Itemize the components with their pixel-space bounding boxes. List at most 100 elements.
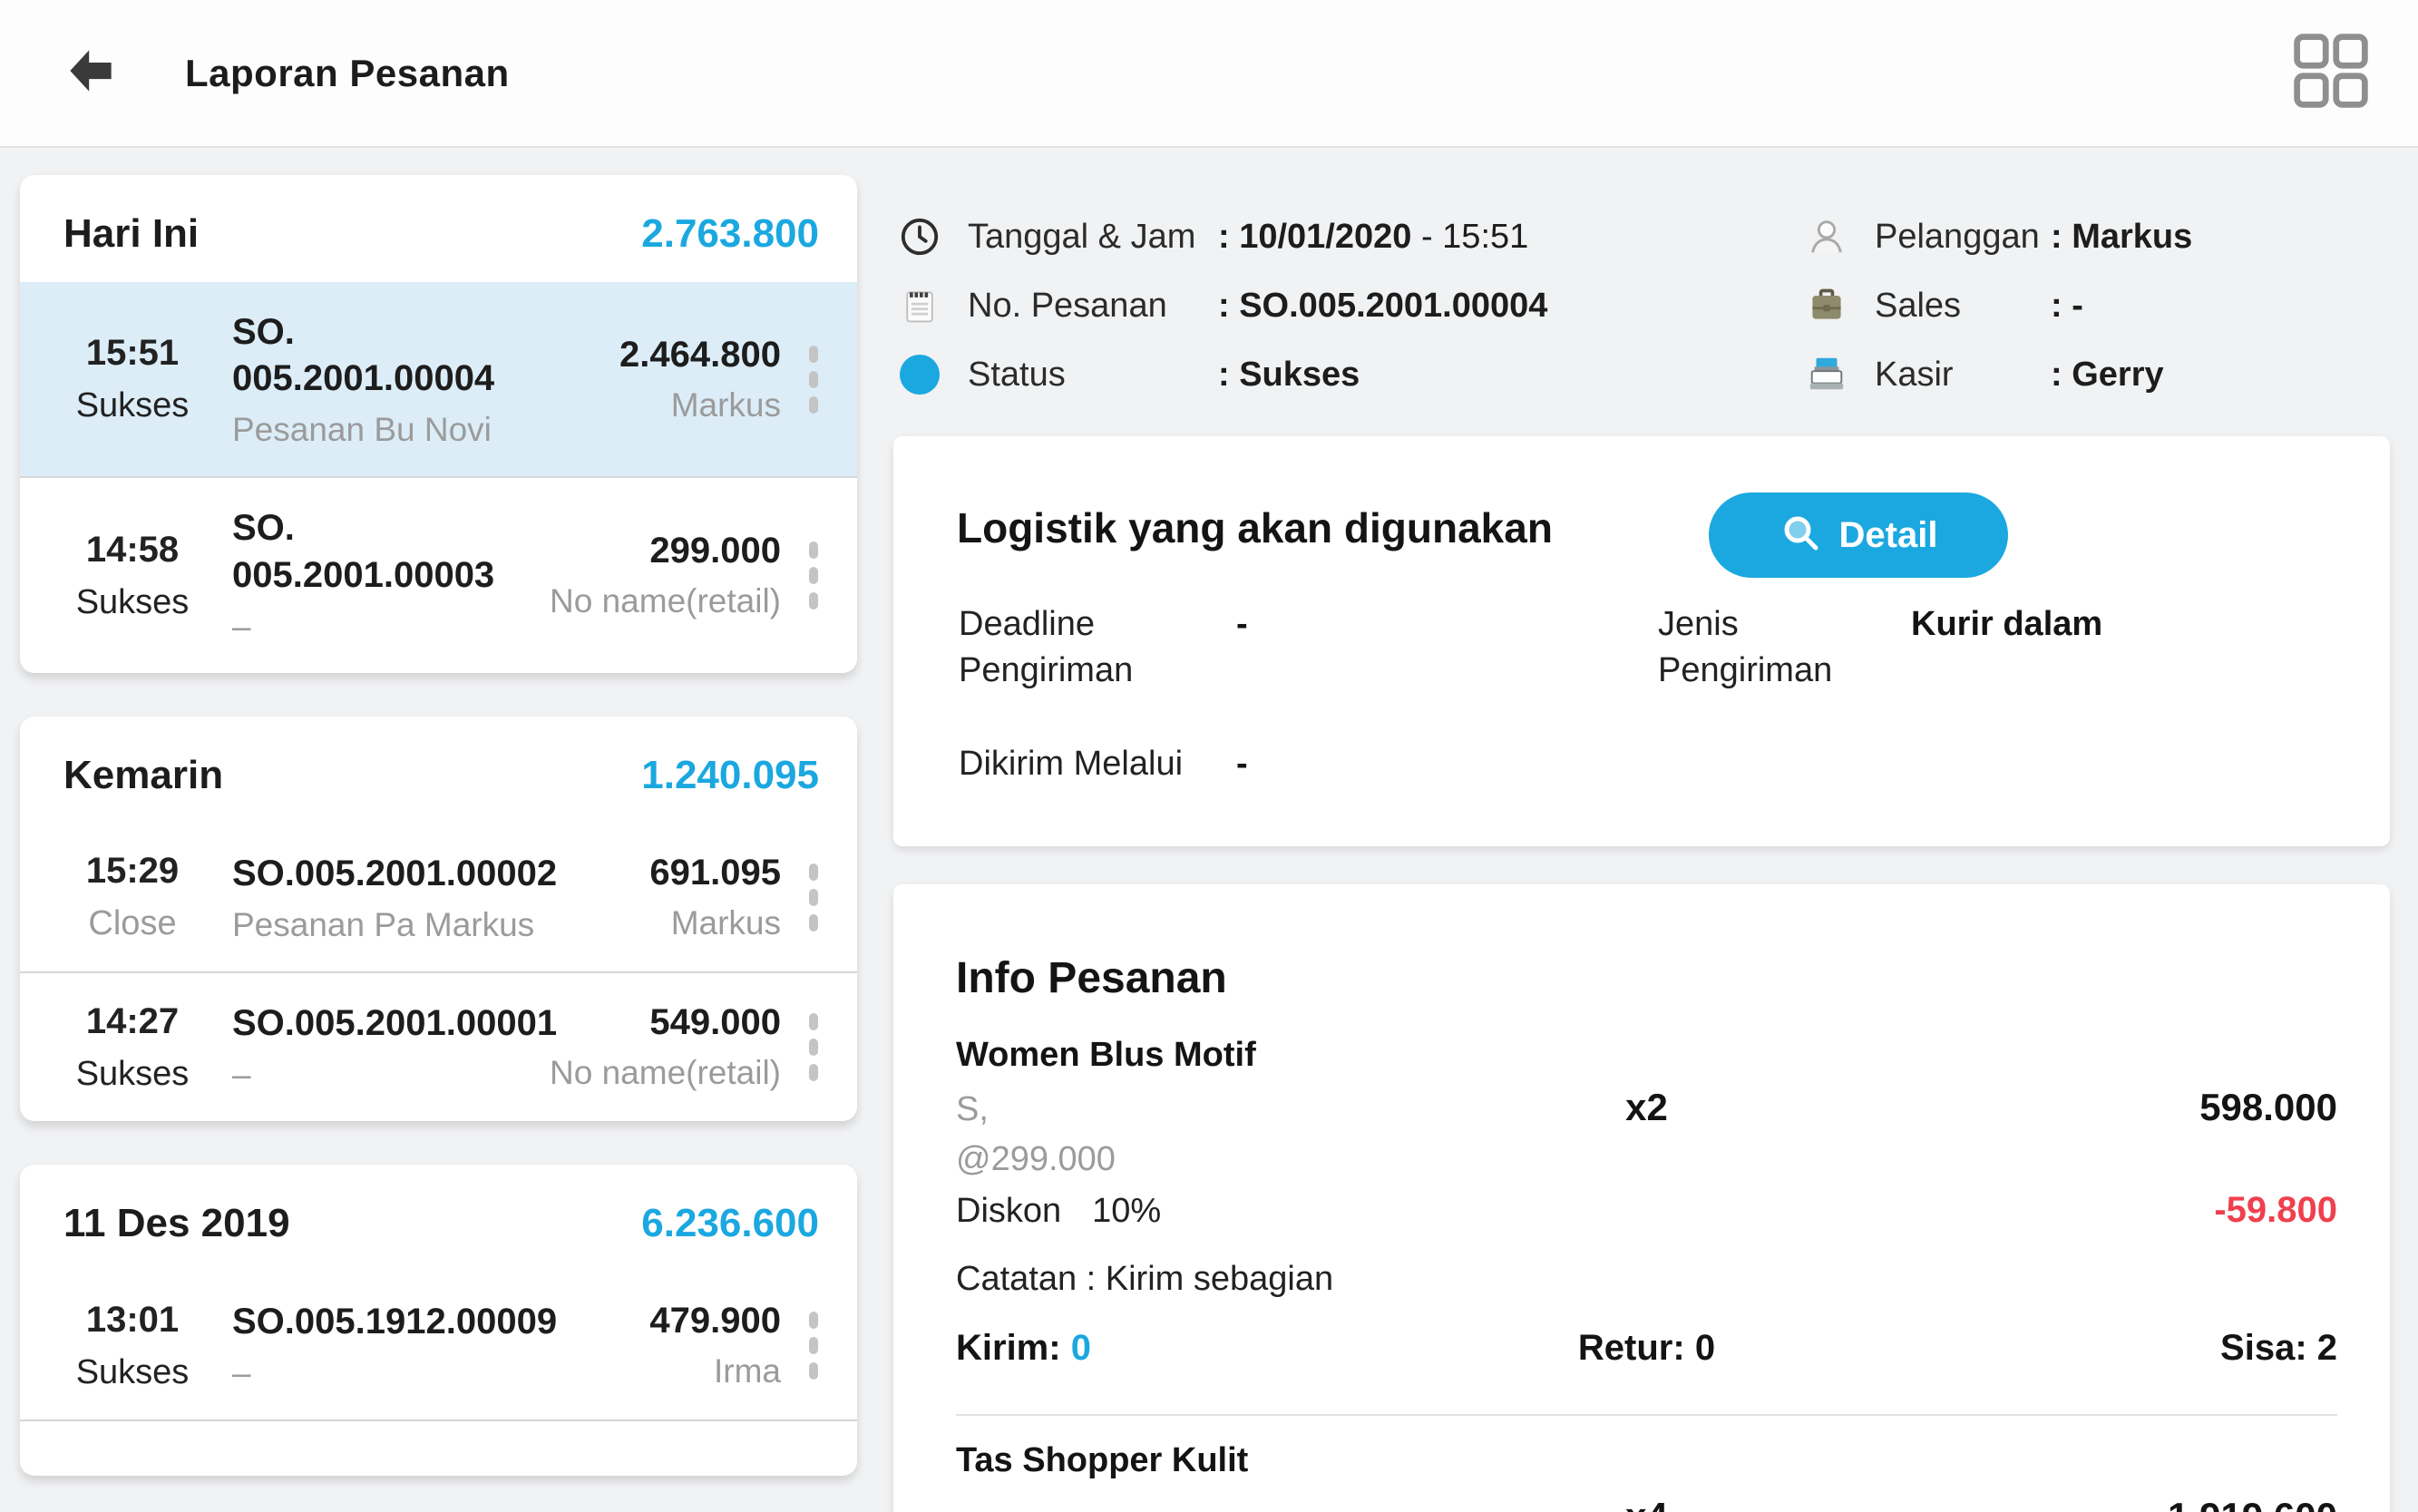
- order-time: 14:27: [85, 1000, 180, 1041]
- detail-fields-right: Pelanggan : Markus Sales : - Kasir : Ger…: [1800, 210, 2192, 401]
- order-amount: 2.464.800: [619, 334, 781, 375]
- group-total: 6.236.600: [641, 1201, 819, 1246]
- back-button[interactable]: [56, 39, 125, 108]
- app-header: Laporan Pesanan: [0, 0, 2418, 148]
- detail-row-pelanggan: Pelanggan : Markus: [1800, 210, 2192, 263]
- logistics-card: Logistik yang akan digunakan Detail Dead…: [893, 436, 2390, 846]
- order-time-status: 13:01 Sukses: [54, 1300, 210, 1392]
- grid-menu-button[interactable]: [2287, 30, 2374, 117]
- detail-row-sales: Sales : -: [1800, 279, 2192, 332]
- order-time-status: 14:58 Sukses: [54, 530, 210, 622]
- order-note: Pesanan Pa Markus: [232, 905, 535, 943]
- group-title: 11 Des 2019: [63, 1201, 290, 1246]
- order-number: SO.005.1912.00009: [232, 1302, 558, 1342]
- order-row-selected[interactable]: 15:51 Sukses SO. 005.2001.00004 Pesanan …: [20, 282, 857, 477]
- item-variant: S,: [956, 1090, 989, 1128]
- retur-count: Retur: 0: [1577, 1328, 1716, 1368]
- order-amount: 549.000: [649, 1002, 781, 1043]
- item-total: 598.000: [2199, 1086, 2338, 1128]
- detail-label: No. Pesanan: [968, 286, 1167, 325]
- detail-label: Tanggal & Jam: [968, 217, 1196, 256]
- detail-value: : Sukses: [1218, 355, 1360, 394]
- order-time: 13:01: [85, 1299, 180, 1340]
- order-customer: Markus: [670, 385, 781, 424]
- page-title: Laporan Pesanan: [185, 51, 510, 94]
- order-main: SO. 005.2001.00004 Pesanan Bu Novi: [210, 309, 619, 449]
- status-dot-icon: [893, 355, 946, 395]
- order-amounts: 479.900 Irma: [649, 1301, 781, 1390]
- detail-value: : Gerry: [2051, 355, 2164, 394]
- detail-button-label: Detail: [1838, 514, 1938, 555]
- group-header: Hari Ini 2.763.800: [20, 175, 857, 282]
- order-row[interactable]: 14:27 Sukses SO.005.2001.00001 – 549.000…: [20, 971, 857, 1121]
- order-customer: Markus: [670, 903, 781, 941]
- order-amounts: 299.000 No name(retail): [550, 531, 781, 620]
- kebab-menu-icon[interactable]: [781, 1302, 846, 1389]
- detail-row-tanggal: Tanggal & Jam : 10/01/2020 - 15:51: [893, 210, 1800, 263]
- order-time: 14:58: [85, 529, 180, 570]
- group-title: Hari Ini: [63, 211, 200, 256]
- customer-icon: [1800, 216, 1853, 258]
- order-amount: 299.000: [649, 531, 781, 571]
- item-discount-amount: -59.800: [2214, 1190, 2338, 1230]
- kebab-menu-icon[interactable]: [781, 854, 846, 941]
- order-row[interactable]: 13:01 Sukses SO.005.1912.00009 – 479.900…: [20, 1272, 857, 1419]
- order-info-card: Info Pesanan Women Blus Motif S, x2 598.…: [893, 884, 2390, 1512]
- deadline-pengiriman-value: -: [1236, 605, 1248, 643]
- order-status: Sukses: [75, 1352, 190, 1391]
- order-main: SO.005.2001.00001 –: [210, 1000, 557, 1094]
- item-total: 1.919.600: [1856, 1495, 2337, 1512]
- detail-row-status: Status : Sukses: [893, 348, 1800, 401]
- item-shipping-row: Kirim: 0 Retur: 0 Sisa: 2: [956, 1328, 2337, 1369]
- order-customer: No name(retail): [550, 1054, 781, 1092]
- order-list-panel: Hari Ini 2.763.800 15:51 Sukses SO. 005.…: [20, 175, 857, 1512]
- order-note: –: [232, 1354, 251, 1392]
- order-info-title: Info Pesanan: [956, 954, 1227, 1002]
- order-amounts: 549.000 No name(retail): [550, 1002, 781, 1092]
- order-customer: Irma: [714, 1352, 781, 1390]
- detail-label: Pelanggan: [1875, 217, 2040, 256]
- order-row[interactable]: 14:58 Sukses SO. 005.2001.00003 – 299.00…: [20, 476, 857, 672]
- order-group-11-des-2019: 11 Des 2019 6.236.600 13:01 Sukses SO.00…: [20, 1165, 857, 1477]
- kebab-menu-icon[interactable]: [781, 1004, 846, 1090]
- order-status: Sukses: [75, 582, 190, 621]
- order-time: 15:51: [85, 333, 180, 374]
- detail-value: : SO.005.2001.00004: [1218, 286, 1548, 325]
- item-qty: x2: [1625, 1086, 1668, 1128]
- detail-label: Sales: [1875, 286, 1962, 325]
- order-group-kemarin: Kemarin 1.240.095 15:29 Close SO.005.200…: [20, 716, 857, 1122]
- order-row[interactable]: 15:29 Close SO.005.2001.00002 Pesanan Pa…: [20, 824, 857, 971]
- order-time-status: 14:27 Sukses: [54, 1001, 210, 1094]
- order-number: SO. 005.2001.00003: [232, 508, 495, 595]
- order-amounts: 691.095 Markus: [649, 853, 781, 942]
- order-detail-fields: Tanggal & Jam : 10/01/2020 - 15:51 No. P…: [893, 210, 2399, 401]
- order-amounts: 2.464.800 Markus: [619, 335, 781, 424]
- order-number: SO. 005.2001.00004: [232, 312, 495, 399]
- detail-fields-left: Tanggal & Jam : 10/01/2020 - 15:51 No. P…: [893, 210, 1800, 401]
- item-variant: ,: [956, 1499, 1438, 1512]
- detail-value: : -: [2051, 286, 2083, 325]
- detail-label: Status: [968, 355, 1066, 394]
- item-qty-row: , x4 1.919.600: [956, 1495, 2337, 1512]
- detail-row-no-pesanan: No. Pesanan : SO.005.2001.00004: [893, 279, 1800, 332]
- item-qty: x4: [1438, 1495, 1857, 1512]
- order-note: –: [232, 1056, 251, 1094]
- order-customer: No name(retail): [550, 582, 781, 620]
- kebab-menu-icon[interactable]: [781, 337, 846, 423]
- item-note: Catatan : Kirim sebagian: [956, 1260, 1334, 1298]
- item-discount: Diskon 10%: [956, 1192, 1162, 1230]
- group-header: 11 Des 2019 6.236.600: [20, 1165, 857, 1272]
- item-discount-row: Diskon 10% -59.800: [956, 1190, 2337, 1231]
- order-status: Close: [88, 904, 177, 943]
- kebab-menu-icon[interactable]: [781, 532, 846, 619]
- deadline-pengiriman-label: Deadline Pengiriman: [959, 605, 1134, 690]
- order-time: 15:29: [85, 851, 180, 892]
- grid-icon: [2289, 29, 2373, 117]
- logistics-detail-button[interactable]: Detail: [1709, 493, 2008, 578]
- cashier-register-icon: [1800, 354, 1853, 395]
- item-name: Tas Shopper Kulit: [956, 1441, 1249, 1479]
- order-amount: 479.900: [649, 1301, 781, 1341]
- clock-icon: [893, 216, 946, 258]
- order-time-status: 15:29 Close: [54, 851, 210, 943]
- detail-label: Kasir: [1875, 355, 1954, 394]
